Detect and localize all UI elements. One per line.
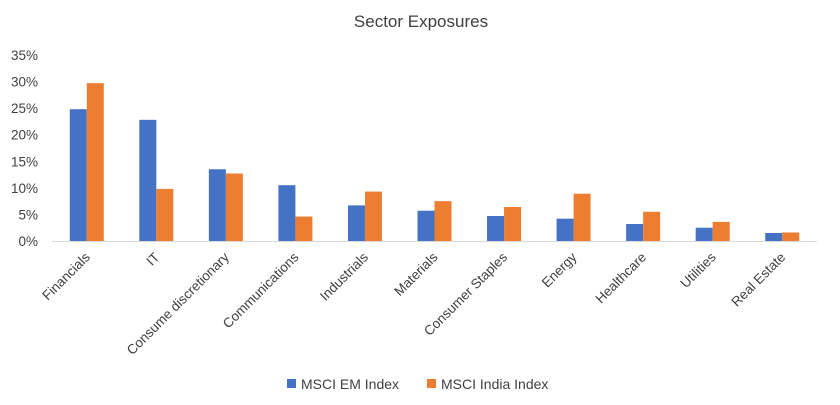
bar-india [573, 193, 591, 241]
bar-em [417, 210, 435, 241]
bar-india [225, 173, 243, 241]
bars [69, 83, 800, 241]
bar-em [278, 185, 296, 241]
bar-em [626, 223, 644, 241]
y-tick-label: 0% [18, 234, 38, 249]
bar-india [712, 221, 730, 241]
x-tick-label: Real Estate [728, 250, 788, 310]
legend-swatch [287, 379, 296, 388]
bar-india [364, 191, 382, 241]
legend: MSCI EM Index MSCI India Index [287, 376, 548, 392]
bar-india [295, 216, 313, 241]
legend-swatch [427, 379, 436, 388]
bar-india [86, 83, 104, 241]
y-axis: 0% 5% 10% 15% 20% 25% 30% 35% [11, 48, 38, 249]
bar-india [434, 201, 452, 241]
y-tick-label: 15% [11, 154, 38, 169]
x-tick-label: Consume discretionary [124, 249, 232, 357]
y-tick-label: 20% [11, 128, 38, 143]
bar-india [782, 232, 800, 241]
y-tick-label: 35% [11, 48, 38, 63]
legend-label: MSCI India Index [441, 376, 548, 392]
bar-india [643, 211, 661, 241]
x-tick-label: Communications [220, 249, 302, 331]
bar-em [208, 169, 226, 241]
x-tick-label: Materials [391, 249, 441, 299]
x-tick-label: Utilities [677, 249, 719, 291]
y-tick-label: 25% [11, 101, 38, 116]
bar-em [139, 119, 157, 241]
bar-india [156, 188, 174, 241]
bar-em [69, 109, 87, 241]
bar-india [504, 206, 522, 241]
bar-em [765, 233, 783, 241]
x-tick-label: Healthcare [592, 250, 649, 307]
y-tick-label: 5% [18, 207, 38, 222]
bar-em [556, 218, 574, 241]
y-tick-label: 10% [11, 181, 38, 196]
bar-em [487, 216, 505, 241]
x-tick-label: IT [143, 250, 162, 269]
bar-em [347, 205, 365, 241]
legend-label: MSCI EM Index [301, 376, 399, 392]
chart-title: Sector Exposures [354, 12, 488, 31]
x-tick-label: Financials [39, 249, 93, 303]
y-tick-label: 30% [11, 75, 38, 90]
x-tick-label: Energy [539, 249, 580, 290]
bar-em [695, 227, 713, 241]
x-tick-label: Industrials [317, 249, 371, 303]
